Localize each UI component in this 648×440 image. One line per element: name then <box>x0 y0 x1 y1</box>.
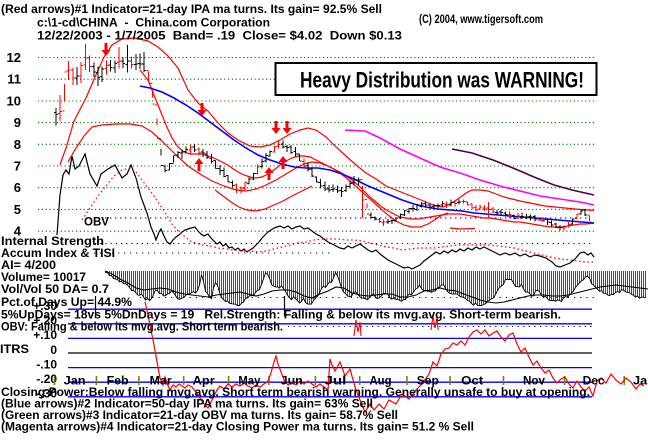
svg-text:OBV: Falling & below its mvg.a: OBV: Falling & below its mvg.avg. Short … <box>1 320 283 334</box>
svg-text:Oct: Oct <box>461 374 483 388</box>
svg-text:8: 8 <box>14 137 21 152</box>
svg-text:+.10: +.10 <box>33 328 57 342</box>
svg-text:11: 11 <box>7 72 21 87</box>
svg-text:May: May <box>238 374 260 388</box>
svg-text:Dec: Dec <box>583 374 605 388</box>
svg-text:Aug: Aug <box>370 374 392 388</box>
svg-text:+.30: +.30 <box>33 299 57 313</box>
svg-text:Apr: Apr <box>193 374 215 388</box>
svg-text:OBV: OBV <box>84 215 109 229</box>
svg-text:-.10: -.10 <box>36 357 57 371</box>
svg-text:10: 10 <box>7 94 21 109</box>
svg-text:+.20: +.20 <box>33 314 57 328</box>
svg-text:Sep: Sep <box>417 374 439 388</box>
svg-text:(Green arrows)#3 Indicator=21-: (Green arrows)#3 Indicator=21-day OBV ma… <box>1 408 398 422</box>
svg-text:Internal Strength: Internal Strength <box>1 234 104 248</box>
svg-text:ITRS: ITRS <box>0 342 29 356</box>
svg-text:Jan: Jan <box>64 374 86 388</box>
svg-text:5%UpDays= 18vs 5%DnDays = 19: 5%UpDays= 18vs 5%DnDays = 19 Rel.Strengt… <box>1 308 561 322</box>
svg-text:Jan: Jan <box>633 374 648 388</box>
svg-text:12: 12 <box>7 50 21 65</box>
svg-text:-.30: -.30 <box>36 387 57 401</box>
svg-text:Feb: Feb <box>107 374 129 388</box>
svg-text:Vol/Vol 50 DA= 0.7: Vol/Vol 50 DA= 0.7 <box>1 282 109 296</box>
svg-text:0: 0 <box>50 343 57 357</box>
svg-text:c:\1-cd\CHINA - China.com Co: c:\1-cd\CHINA - China.com Corporation <box>37 16 270 30</box>
svg-text:5: 5 <box>14 202 21 217</box>
svg-text:12/22/2003 - 1/7/2005 Band= .: 12/22/2003 - 1/7/2005 Band= .19 Close= $… <box>37 29 402 43</box>
svg-text:Pct.of Days Up= 44.9%: Pct.of Days Up= 44.9% <box>1 295 132 309</box>
svg-text:Nov: Nov <box>523 374 545 388</box>
svg-text:9: 9 <box>14 115 21 130</box>
svg-text:-.20: -.20 <box>36 372 57 386</box>
svg-text:Heavy Distribution was WARNING: Heavy Distribution was WARNING! <box>300 68 584 93</box>
svg-text:(Magenta arrows)#4 Indicator=2: (Magenta arrows)#4 Indicator=21-day Clos… <box>1 420 474 434</box>
svg-text:(Red arrows)#1 Indicator=21-da: (Red arrows)#1 Indicator=21-day IPA ma t… <box>1 2 382 16</box>
svg-text:7: 7 <box>14 159 21 174</box>
svg-text:Jul: Jul <box>324 374 346 388</box>
svg-text:(Blue arrows)#2 Indicator=50-d: (Blue arrows)#2 Indicator=50-day IPA ma … <box>1 397 373 411</box>
svg-text:(C) 2004, www.tigersoft.com: (C) 2004, www.tigersoft.com <box>419 12 543 26</box>
svg-text:Accum Index & TISI: Accum Index & TISI <box>1 246 115 260</box>
svg-text:Volume= 10017: Volume= 10017 <box>1 270 86 284</box>
svg-text:Jun: Jun <box>281 374 303 388</box>
svg-text:AI= 4/200: AI= 4/200 <box>1 258 56 272</box>
svg-text:Mar: Mar <box>150 374 172 388</box>
svg-text:Closing Power:Below falling mv: Closing Power:Below falling mvg.avg. Sho… <box>1 385 590 399</box>
svg-text:4: 4 <box>14 224 22 239</box>
svg-text:6: 6 <box>14 180 21 195</box>
